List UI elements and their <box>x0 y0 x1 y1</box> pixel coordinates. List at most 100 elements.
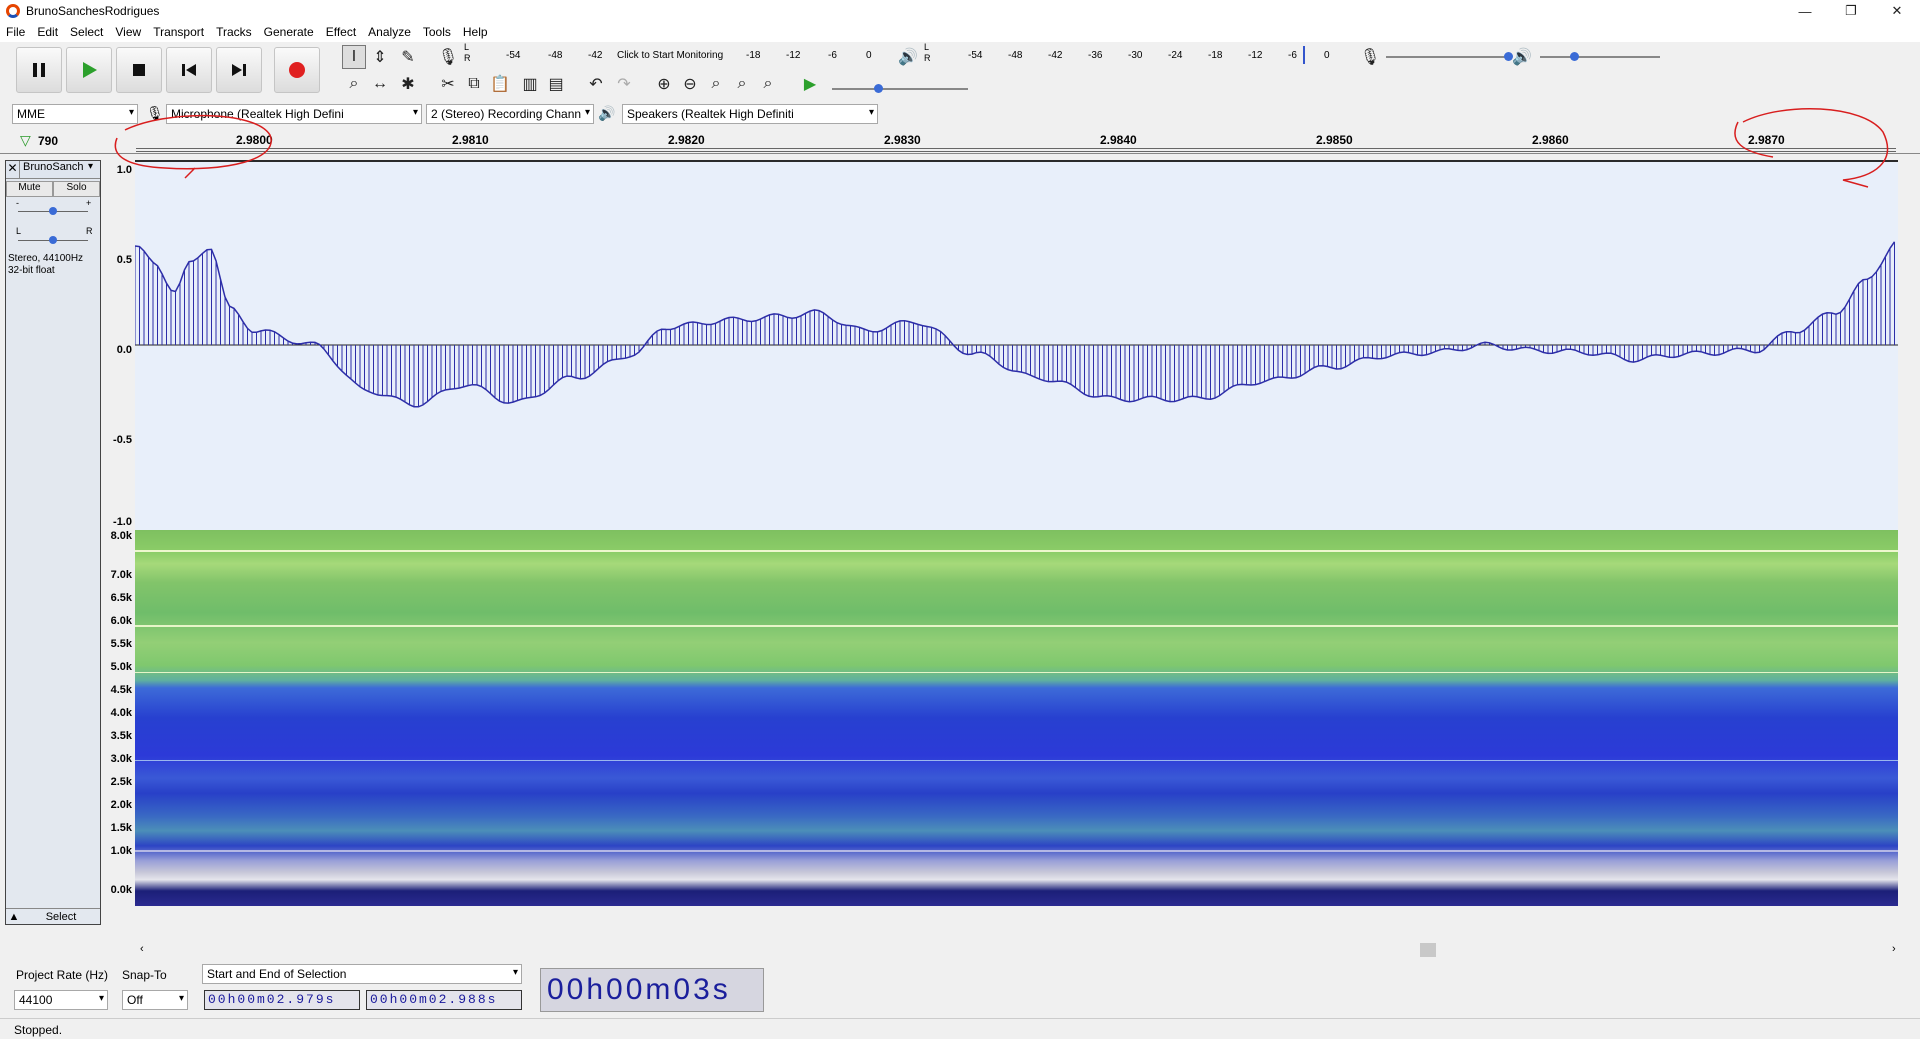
ruler-start-label: 790 <box>38 134 59 148</box>
redo-button[interactable]: ↷ <box>612 72 636 96</box>
zoom-toggle-button[interactable]: ⌕ <box>756 72 780 96</box>
record-meter-button[interactable]: 🎙 <box>436 45 460 69</box>
timeline-ruler[interactable]: ▽ 790 2.9800 2.9810 2.9820 2.9830 2.9840… <box>0 128 1920 154</box>
selection-end-time[interactable]: 00h00m02.988s <box>366 990 522 1010</box>
recording-channels-select[interactable]: 2 (Stereo) Recording Chann ▾ <box>426 104 594 124</box>
play-speed-thumb[interactable] <box>874 84 883 93</box>
zoom-in-button[interactable]: ⊕ <box>652 72 676 96</box>
playback-volume-slider[interactable] <box>1540 52 1660 61</box>
frequency-label: 6.0k <box>110 615 132 627</box>
paste-button[interactable]: 📋 <box>488 72 512 96</box>
pause-button[interactable] <box>16 47 62 93</box>
play-at-speed-button[interactable]: ▶ <box>798 72 822 96</box>
gain-thumb[interactable] <box>49 207 57 215</box>
record-button[interactable] <box>274 47 320 93</box>
frequency-label: 7.0k <box>110 569 132 581</box>
microphone-icon: 🎙 <box>1359 49 1381 66</box>
zoom-tool-button[interactable]: ⌕ <box>342 72 366 96</box>
play-meter[interactable]: -54 -48 -42 -36 -30 -24 -18 -12 -6 0 <box>934 44 1338 66</box>
envelope-tool-button[interactable]: ⇕ <box>368 45 392 69</box>
frequency-label: 1.5k <box>110 822 132 834</box>
multi-tool-button[interactable]: ✱ <box>396 72 420 96</box>
frequency-label: 3.0k <box>110 753 132 765</box>
menu-file[interactable]: File <box>6 25 26 39</box>
undo-icon: ↶ <box>589 76 603 93</box>
menu-tracks[interactable]: Tracks <box>216 25 252 39</box>
menu-effect[interactable]: Effect <box>325 25 357 39</box>
record-tick: -54 <box>506 50 521 61</box>
scroll-thumb[interactable] <box>1420 943 1436 957</box>
project-rate-select[interactable]: 44100 ▾ <box>14 990 108 1010</box>
selection-tool-button[interactable]: I <box>342 45 366 69</box>
copy-button[interactable]: ⧉ <box>462 72 486 96</box>
track-name-menu[interactable]: BrunoSanch <box>23 161 84 173</box>
cut-button[interactable]: ✂ <box>436 72 460 96</box>
stop-button[interactable] <box>116 47 162 93</box>
fit-selection-button[interactable]: ⌕ <box>704 72 728 96</box>
recording-device-select[interactable]: Microphone (Realtek High Defini ▾ <box>166 104 422 124</box>
zoom-toggle-icon: ⌕ <box>763 75 773 92</box>
chevron-down-icon[interactable]: ▾ <box>88 161 94 172</box>
mute-button[interactable]: Mute <box>6 181 53 197</box>
playback-device-select[interactable]: Speakers (Realtek High Definiti ▾ <box>622 104 878 124</box>
audio-host-select[interactable]: MME ▾ <box>12 104 138 124</box>
pan-slider[interactable]: L R <box>6 225 100 253</box>
play-tick: -36 <box>1088 50 1103 61</box>
ruler-label: 2.9830 <box>884 133 921 147</box>
menu-select[interactable]: Select <box>70 25 104 39</box>
waveform-view[interactable] <box>114 108 1898 530</box>
fit-project-button[interactable]: ⌕ <box>730 72 754 96</box>
solo-button[interactable]: Solo <box>53 181 100 197</box>
play-speed-slider[interactable] <box>832 84 968 93</box>
play-meter-button[interactable]: 🔊 <box>896 45 920 69</box>
monitor-label[interactable]: Click to Start Monitoring <box>617 50 724 61</box>
snap-to-select[interactable]: Off ▾ <box>122 990 188 1010</box>
record-volume-thumb[interactable] <box>1504 52 1513 61</box>
scroll-left-icon[interactable]: ‹ <box>140 943 144 955</box>
close-window-button[interactable]: ✕ <box>1891 3 1903 18</box>
menu-edit[interactable]: Edit <box>37 25 59 39</box>
record-volume-slider[interactable] <box>1386 52 1513 61</box>
select-track-button[interactable]: Select <box>45 910 77 923</box>
zoom-out-button[interactable]: ⊖ <box>678 72 702 96</box>
gain-slider[interactable]: - + <box>6 197 100 225</box>
draw-tool-button[interactable]: ✎ <box>396 45 420 69</box>
timeshift-tool-button[interactable]: ↔ <box>368 72 392 96</box>
play-button[interactable] <box>66 47 112 93</box>
skip-to-end-button[interactable] <box>216 47 262 93</box>
ruler-label: 2.9860 <box>1532 133 1569 147</box>
menu-transport[interactable]: Transport <box>153 25 205 39</box>
ruler-label: 2.9870 <box>1748 133 1785 147</box>
copy-icon: ⧉ <box>468 75 480 92</box>
menu-generate[interactable]: Generate <box>263 25 314 39</box>
record-tick: -48 <box>548 50 563 61</box>
collapse-track-icon[interactable]: ▲ <box>8 910 20 923</box>
menu-tools[interactable]: Tools <box>422 25 451 39</box>
menu-help[interactable]: Help <box>462 25 488 39</box>
trim-button[interactable]: ▥ <box>518 72 542 96</box>
frequency-label: 1.0k <box>110 845 132 857</box>
selection-start-time[interactable]: 00h00m02.979s <box>204 990 360 1010</box>
scroll-right-icon[interactable]: › <box>1892 943 1896 955</box>
menu-view[interactable]: View <box>115 25 142 39</box>
menu-analyze[interactable]: Analyze <box>368 25 411 39</box>
minimize-button[interactable]: — <box>1798 3 1812 19</box>
selection-mode-select[interactable]: Start and End of Selection ▾ <box>202 964 522 984</box>
close-track-icon[interactable]: ✕ <box>6 161 20 178</box>
play-tick: 0 <box>1324 50 1330 61</box>
record-meter[interactable]: -54 -48 -42 Click to Start Monitoring -1… <box>474 44 876 66</box>
chevron-down-icon: ▾ <box>98 993 104 1004</box>
undo-button[interactable]: ↶ <box>584 72 608 96</box>
skip-to-start-button[interactable] <box>166 47 212 93</box>
horizontal-scrollbar[interactable]: ‹ › <box>0 940 1920 960</box>
frequency-label: 4.0k <box>110 707 132 719</box>
audio-position-time[interactable]: 00h00m03s <box>540 968 764 1012</box>
play-tick: -12 <box>1248 50 1263 61</box>
playback-volume-thumb[interactable] <box>1570 52 1579 61</box>
redo-icon: ↷ <box>617 76 631 93</box>
pan-thumb[interactable] <box>49 236 57 244</box>
spectrogram-view[interactable] <box>135 530 1898 906</box>
restore-button[interactable]: ❐ <box>1845 3 1857 18</box>
silence-button[interactable]: ▤ <box>544 72 568 96</box>
zoom-in-icon: ⊕ <box>657 76 671 93</box>
